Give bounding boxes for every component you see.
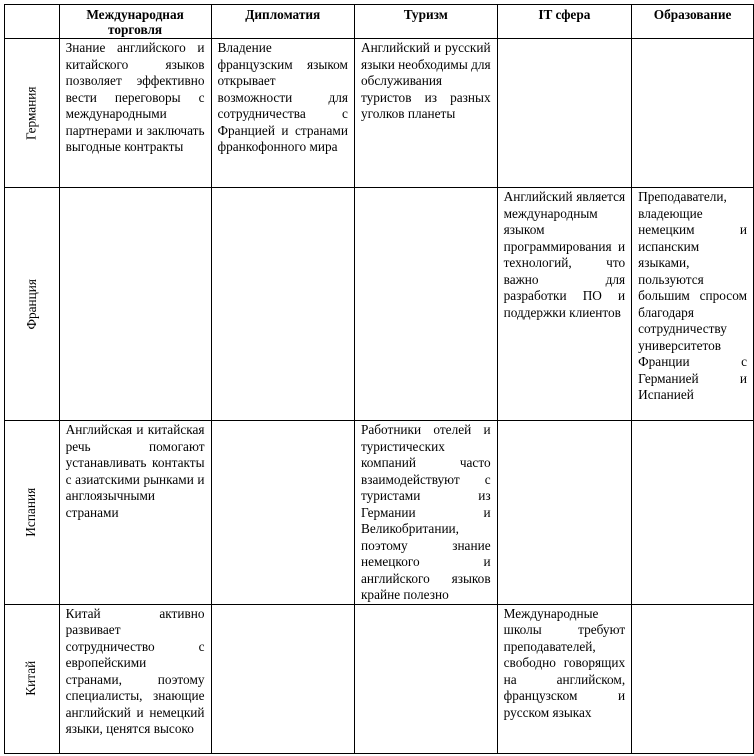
table-cell: Международные школы требуют преподавател… [496, 603, 633, 754]
column-header: Дипломатия [210, 4, 355, 39]
table-cell [210, 603, 355, 754]
row-header: Испания [4, 420, 60, 605]
row-label: Франция [23, 278, 39, 330]
table-cell [631, 38, 754, 188]
languages-table: Международная торговля Дипломатия Туризм… [4, 4, 754, 754]
row-label: Китай [23, 661, 39, 696]
table-cell [58, 187, 212, 421]
table-cell [631, 603, 754, 754]
table-cell [353, 603, 498, 754]
table-row: Испания Английская и китайская речь помо… [4, 420, 754, 605]
table-cell: Владение французским языком открывает во… [210, 38, 355, 188]
corner-cell [4, 4, 60, 39]
table-row: Франция Английский является международны… [4, 187, 754, 421]
table-cell: Английский является международным языком… [496, 187, 633, 421]
row-header: Франция [4, 187, 60, 421]
row-header: Германия [4, 38, 60, 188]
header-row: Международная торговля Дипломатия Туризм… [4, 4, 754, 39]
table-cell [496, 420, 633, 605]
column-header: Образование [631, 4, 754, 39]
table-row: Германия Знание английского и китайского… [4, 38, 754, 188]
table-cell: Работники отелей и туристических компани… [353, 420, 498, 605]
row-label: Германия [23, 86, 39, 140]
table-cell [210, 420, 355, 605]
table-cell: Английская и китайская речь помогают уст… [58, 420, 212, 605]
row-header: Китай [4, 603, 60, 754]
row-label: Испания [23, 487, 39, 537]
table-row: Китай Китай активно развивает сотрудниче… [4, 603, 754, 754]
table-cell [210, 187, 355, 421]
table-cell: Преподаватели, владеющие немецким и испа… [631, 187, 754, 421]
table-cell [631, 420, 754, 605]
column-header: Международная торговля [58, 4, 212, 39]
column-header: Туризм [353, 4, 498, 39]
table-cell: Английский и русский языки необходимы дл… [353, 38, 498, 188]
table-cell: Знание английского и китайского языков п… [58, 38, 212, 188]
table-cell: Китай активно развивает сотрудничество с… [58, 603, 212, 754]
column-header: IT сфера [496, 4, 633, 39]
table-cell [496, 38, 633, 188]
table-cell [353, 187, 498, 421]
